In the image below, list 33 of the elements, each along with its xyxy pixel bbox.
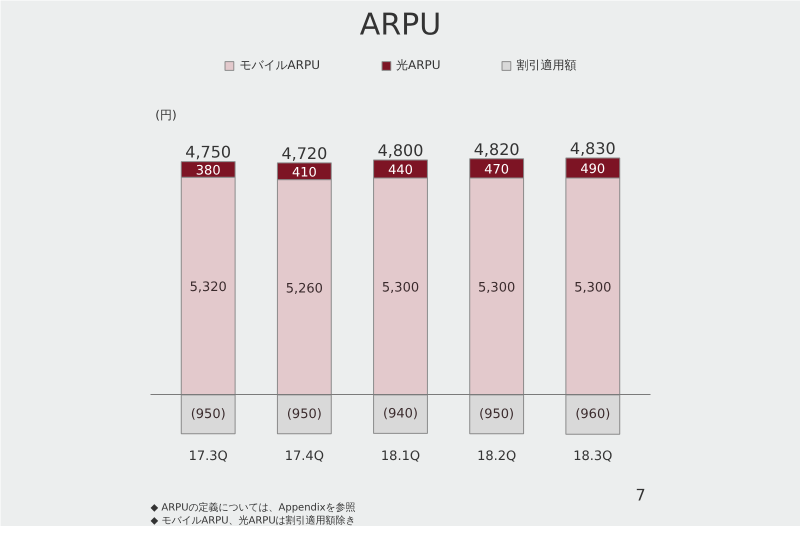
total-label: 4,830 bbox=[570, 138, 616, 158]
total-label: 4,720 bbox=[281, 144, 328, 163]
data-label: (950) bbox=[190, 406, 226, 422]
x-tick-label: 18.2Q bbox=[477, 448, 516, 464]
x-tick-label: 18.3Q bbox=[573, 448, 612, 464]
text: (円) bbox=[155, 108, 177, 122]
chart-title: ARPU bbox=[360, 8, 442, 42]
x-tick-label: 18.1Q bbox=[380, 448, 420, 464]
total-label: 4,820 bbox=[474, 140, 520, 159]
x-tick-label: 17.3Q bbox=[188, 448, 228, 464]
x-tick-label: 17.4Q bbox=[284, 448, 324, 464]
text: ◆ ARPUの定義については、Appendixを参照 bbox=[150, 502, 356, 514]
data-label: 5,320 bbox=[190, 280, 227, 296]
data-label: 440 bbox=[388, 163, 413, 178]
data-label: 410 bbox=[292, 165, 317, 180]
data-label: 5,260 bbox=[286, 281, 323, 296]
data-label: 490 bbox=[580, 162, 606, 178]
legend-label: 光ARPU bbox=[396, 57, 441, 74]
data-label: 470 bbox=[484, 162, 510, 178]
total-label: 4,800 bbox=[378, 141, 424, 160]
data-label: 5,300 bbox=[574, 280, 612, 296]
legend-label: 割引適用額 bbox=[516, 57, 577, 74]
text: 7 bbox=[636, 486, 646, 504]
total-label: 4,750 bbox=[185, 142, 232, 162]
data-label: 5,300 bbox=[382, 280, 420, 296]
legend-label: モバイルARPU bbox=[239, 57, 320, 74]
data-label: (950) bbox=[286, 406, 322, 422]
data-label: 5,300 bbox=[478, 280, 516, 296]
data-label: 380 bbox=[196, 163, 221, 178]
data-label: (960) bbox=[575, 407, 610, 422]
data-label: (940) bbox=[383, 406, 418, 422]
data-label: (950) bbox=[479, 406, 514, 422]
text: ◆ モバイルARPU、光ARPUは割引適用額除き bbox=[150, 514, 356, 526]
